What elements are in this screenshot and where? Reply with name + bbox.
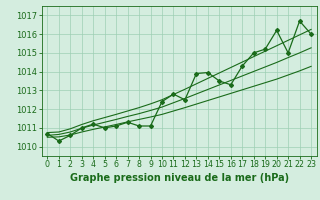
X-axis label: Graphe pression niveau de la mer (hPa): Graphe pression niveau de la mer (hPa) [70,173,289,183]
